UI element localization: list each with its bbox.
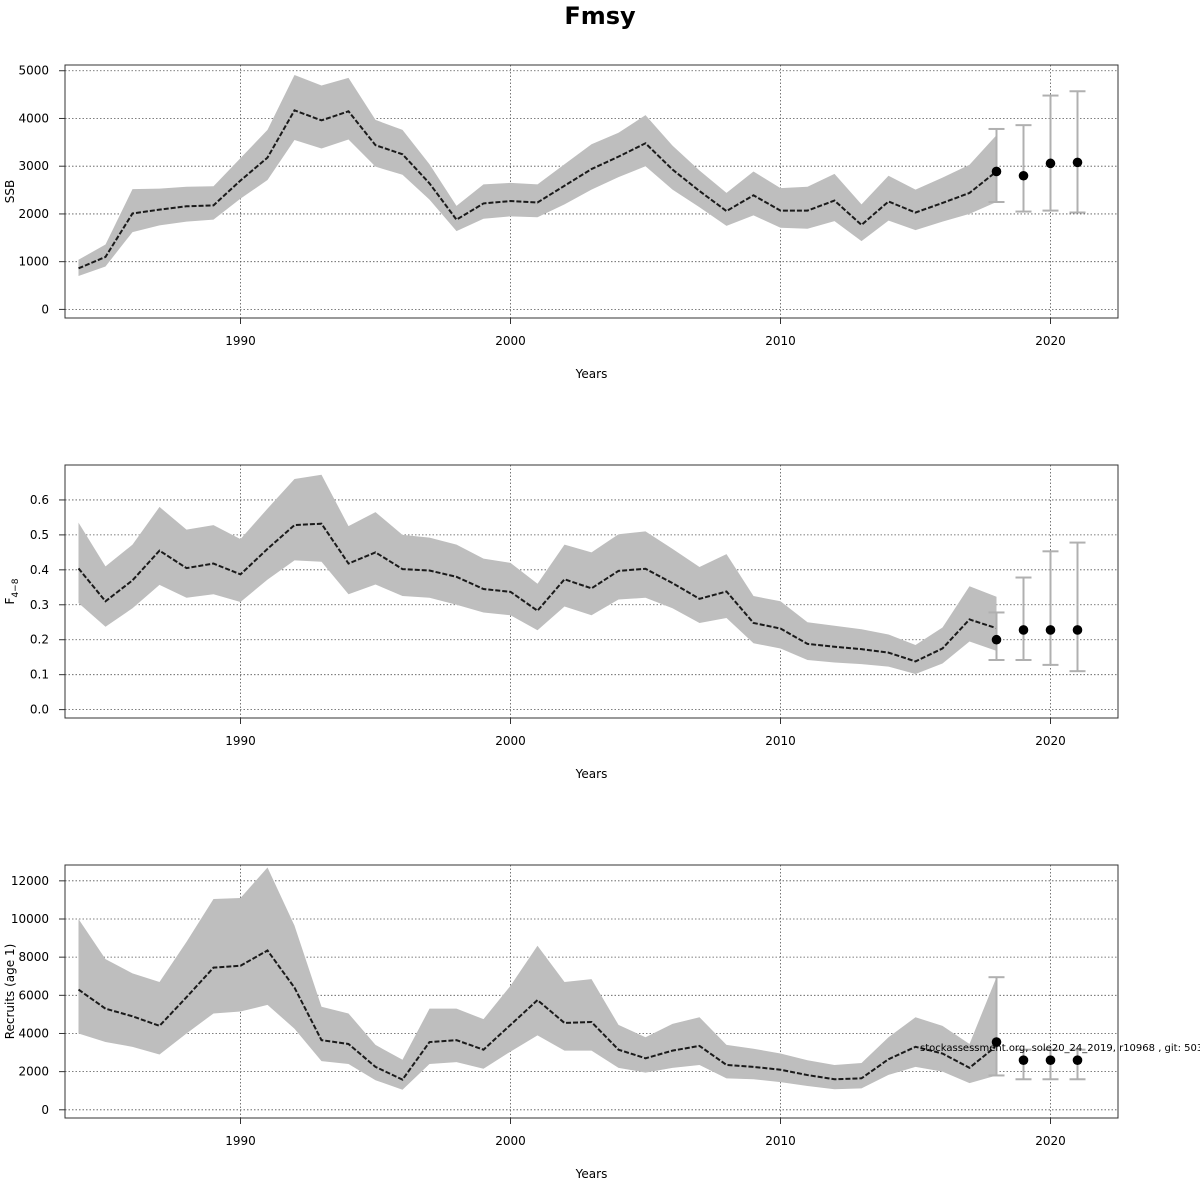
y-axis-title-main: F — [3, 597, 17, 604]
x-tick-label: 2010 — [765, 334, 796, 348]
y-tick-label: 6000 — [18, 988, 49, 1002]
forecast-point — [1072, 625, 1083, 635]
forecast-point — [991, 1037, 1002, 1047]
y-tick-label: 10000 — [11, 912, 49, 926]
y-tick-label: 4000 — [18, 1026, 49, 1040]
x-tick-label: 1990 — [225, 734, 256, 748]
x-axis-title: Years — [575, 767, 608, 781]
confidence-band — [78, 75, 997, 276]
forecast-point — [1018, 625, 1029, 635]
x-axis-title: Years — [575, 367, 608, 381]
forecast-point — [991, 166, 1002, 177]
x-tick-label: 2000 — [495, 1134, 526, 1148]
ssb-panel: 1990 2000 2010 2020 0 1000 2000 3000 4000 5000 Yea… — [3, 64, 1119, 381]
y-tick-label: 4000 — [18, 111, 49, 125]
x-tick-label: 2020 — [1035, 334, 1066, 348]
y-tick-label: 0.2 — [30, 633, 49, 647]
forecast-point — [1018, 1055, 1029, 1065]
y-axis-title: Recruits (age 1) — [3, 944, 17, 1040]
forecast-point — [1045, 625, 1056, 635]
y-tick-label: 3000 — [18, 159, 49, 173]
confidence-band — [78, 867, 997, 1090]
x-tick-label: 2010 — [765, 1134, 796, 1148]
y-tick-label: 0.1 — [30, 668, 49, 682]
x-axis-title: Years — [575, 1167, 608, 1181]
y-tick-label: 0.5 — [30, 528, 49, 542]
y-axis-title: SSB — [3, 180, 17, 203]
estimate-line — [77, 522, 997, 663]
x-tick-label: 1990 — [225, 334, 256, 348]
forecast-point — [1045, 1055, 1056, 1065]
x-tick-label: 2000 — [495, 334, 526, 348]
y-tick-label: 0 — [41, 302, 49, 316]
figure-title: Fmsy — [564, 2, 636, 30]
y-tick-label: 0.4 — [30, 563, 49, 577]
recruits-panel: 1990 2000 2010 2020 0 2000 4000 6000 8000 10000 12… — [3, 864, 1119, 1181]
forecast-point — [1018, 170, 1029, 181]
y-tick-label: 12000 — [11, 874, 49, 888]
footnote: stockassessment.org, sole20_24_2019, r10… — [920, 1043, 1200, 1054]
x-tick-label: 2010 — [765, 734, 796, 748]
y-tick-label: 0.6 — [30, 493, 49, 507]
y-tick-label: 8000 — [18, 950, 49, 964]
y-tick-label: 5000 — [18, 64, 49, 78]
y-tick-label: 2000 — [18, 1065, 49, 1079]
y-axis-title-subscript: 4−8 — [11, 578, 21, 597]
x-tick-label: 2020 — [1035, 734, 1066, 748]
y-tick-label: 2000 — [18, 207, 49, 221]
fbar-panel: 1990 2000 2010 2020 0.0 0.1 0.2 0.3 0.4 0.5 0.6 Yea… — [3, 464, 1119, 781]
plot-frame — [64, 64, 1119, 319]
x-tick-label: 1990 — [225, 1134, 256, 1148]
plot-frame — [64, 864, 1119, 1119]
x-tick-label: 2020 — [1035, 1134, 1066, 1148]
estimate-line — [78, 109, 998, 270]
forecast-point — [1045, 158, 1056, 169]
plot-frame — [64, 464, 1119, 719]
y-tick-label: 0.0 — [30, 703, 49, 717]
y-axis-title: F4−8 — [3, 578, 21, 604]
x-tick-label: 2000 — [495, 734, 526, 748]
y-tick-label: 1000 — [18, 255, 49, 269]
y-tick-label: 0.3 — [30, 598, 49, 612]
y-tick-label: 0 — [41, 1103, 49, 1117]
forecast-point — [1072, 157, 1083, 168]
confidence-band — [78, 474, 997, 674]
forecast-point — [1072, 1055, 1083, 1065]
forecast-point — [991, 634, 1002, 645]
